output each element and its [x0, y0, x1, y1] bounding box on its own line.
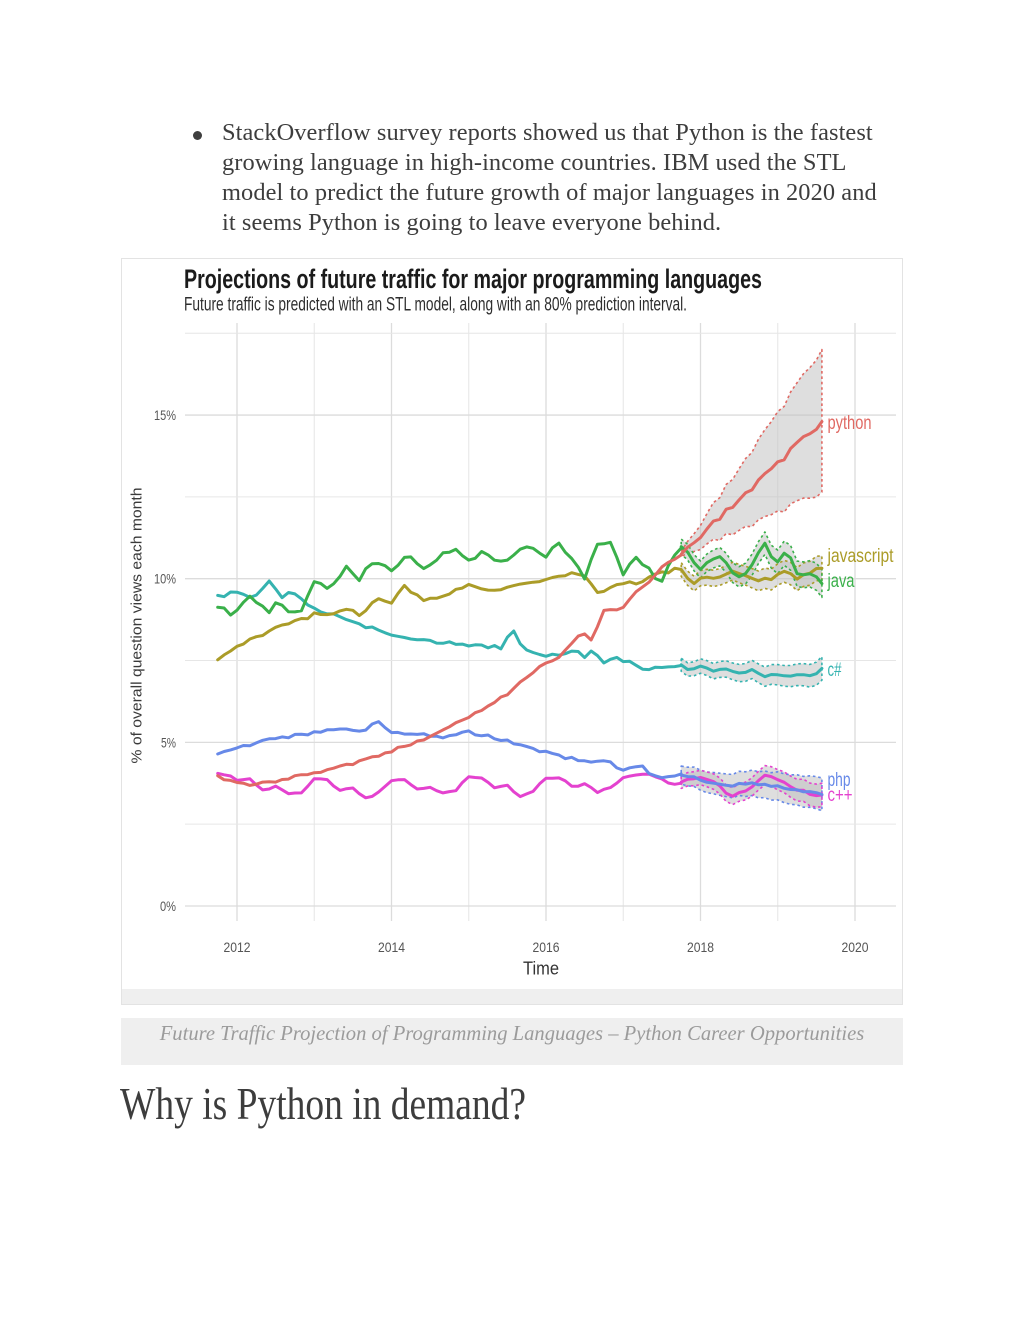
svg-text:c++: c++: [828, 785, 853, 806]
svg-text:Projections of future traffic: Projections of future traffic for major …: [184, 264, 762, 294]
svg-text:2012: 2012: [224, 939, 251, 955]
svg-text:c#: c#: [828, 660, 842, 681]
svg-text:Future traffic is predicted wi: Future traffic is predicted with an STL …: [184, 294, 687, 316]
svg-text:php: php: [828, 770, 851, 791]
svg-text:2020: 2020: [842, 939, 869, 955]
svg-text:15%: 15%: [154, 407, 176, 423]
svg-text:5%: 5%: [161, 734, 176, 750]
svg-text:python: python: [828, 413, 872, 434]
svg-text:2016: 2016: [533, 939, 560, 955]
svg-text:javascript: javascript: [827, 546, 894, 567]
svg-text:% of overall question views ea: % of overall question views each month: [129, 488, 146, 764]
svg-text:Time: Time: [523, 959, 559, 979]
svg-text:java: java: [827, 571, 855, 592]
svg-text:0%: 0%: [160, 898, 176, 914]
svg-text:10%: 10%: [154, 571, 176, 587]
svg-text:2018: 2018: [687, 939, 714, 955]
svg-text:2014: 2014: [378, 939, 405, 955]
